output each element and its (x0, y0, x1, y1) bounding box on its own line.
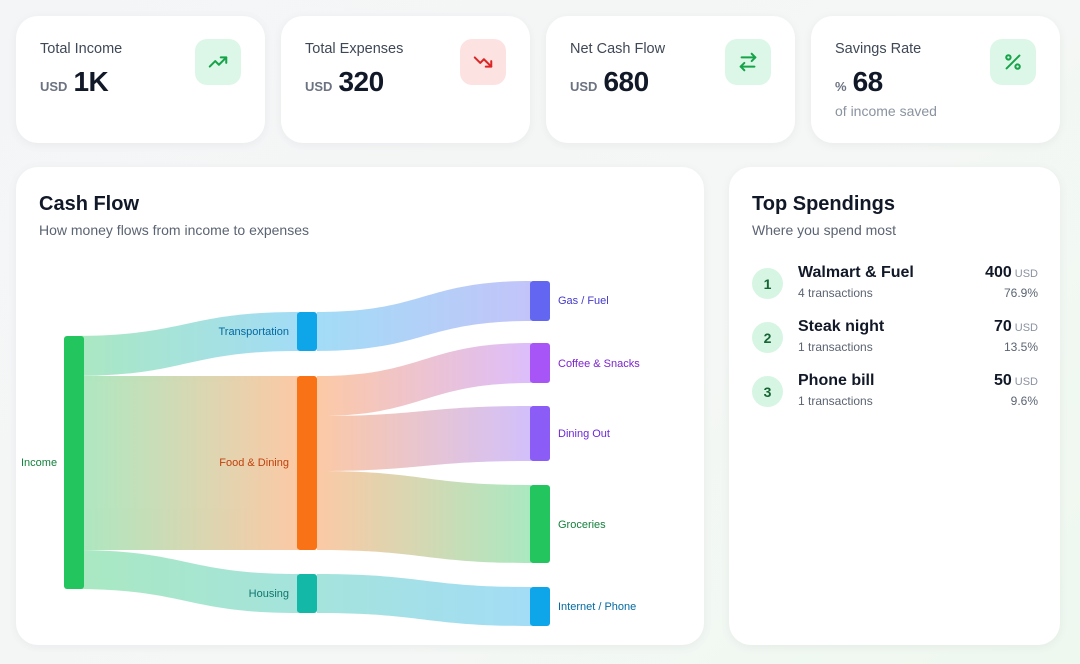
amount-unit: USD (1014, 376, 1038, 388)
stat-unit: USD (570, 79, 598, 94)
stat-number: 320 (338, 66, 384, 97)
sankey-node-coffee (530, 343, 550, 383)
spending-amount: 70 USD (994, 318, 1038, 336)
stat-card-total-expenses: Total Expenses USD 320 (281, 16, 530, 143)
sankey-link-income-transportation (74, 312, 298, 376)
top-spendings-title: Top Spendings (752, 193, 895, 215)
sankey-link-food-groceries (317, 471, 531, 563)
spending-transactions: 4 transactions (798, 286, 873, 300)
amount-unit: USD (1014, 268, 1038, 280)
stat-number: 1K (73, 66, 109, 97)
sankey-node-internet (530, 587, 550, 626)
sankey-node-food (297, 376, 317, 550)
sankey-label-housing: Housing (249, 588, 289, 600)
stat-value: USD 320 (305, 66, 384, 98)
top-spendings-panel: Top Spendings Where you spend most 1 Wal… (729, 167, 1060, 645)
sankey-label-groceries: Groceries (558, 519, 606, 531)
spending-item[interactable]: 3 Phone bill 1 transactions 50 USD 9.6% (752, 372, 1038, 412)
sankey-node-income (64, 336, 84, 589)
sankey-node-dining (530, 406, 550, 461)
cash-flow-panel: Cash Flow How money flows from income to… (16, 167, 704, 645)
spending-name: Steak night (798, 318, 885, 335)
rank-badge: 3 (752, 376, 783, 407)
sankey-label-coffee: Coffee & Snacks (558, 358, 640, 370)
sankey-label-food: Food & Dining (219, 457, 289, 469)
spending-percent: 76.9% (1003, 286, 1038, 300)
sankey-link-income-housing (74, 550, 298, 613)
percent-icon (990, 39, 1036, 85)
spending-transactions: 1 transactions (798, 340, 873, 354)
amount-value: 70 (993, 318, 1012, 335)
sankey-diagram: Income Transportation Food & Dining Hous… (21, 281, 640, 626)
sankey-link-housing-internet (317, 574, 531, 626)
spending-amount: 50 USD (994, 372, 1038, 390)
sankey-link-income-food (74, 376, 298, 550)
spending-percent: 9.6% (1010, 394, 1038, 408)
arrows-exchange-icon (725, 39, 771, 85)
stat-label: Total Expenses (305, 41, 404, 57)
sankey-label-internet: Internet / Phone (558, 601, 636, 613)
stat-unit: USD (305, 79, 333, 94)
sankey-node-housing (297, 574, 317, 613)
sankey-label-gas: Gas / Fuel (558, 295, 609, 307)
sankey-label-transportation: Transportation (218, 326, 289, 338)
stat-subtext: of income saved (835, 103, 937, 119)
stat-card-savings-rate: Savings Rate % 68 of income saved (811, 16, 1060, 143)
amount-unit: USD (1014, 322, 1038, 334)
rank-badge: 2 (752, 322, 783, 353)
cash-flow-title: Cash Flow (39, 193, 140, 215)
stat-label: Savings Rate (835, 41, 922, 57)
stat-number: 68 (852, 66, 884, 97)
amount-value: 400 (985, 264, 1012, 281)
sankey-link-transportation-gas (317, 281, 531, 351)
stat-unit: % (835, 79, 847, 94)
spending-name: Walmart & Fuel (798, 264, 914, 281)
spending-item[interactable]: 1 Walmart & Fuel 4 transactions 400 USD 7… (752, 264, 1038, 304)
sankey-node-gas (530, 281, 550, 321)
stat-card-total-income: Total Income USD 1K (16, 16, 265, 143)
sankey-label-dining: Dining Out (558, 428, 610, 440)
sankey-link-food-dining (317, 406, 531, 471)
spending-transactions: 1 transactions (798, 394, 873, 408)
stat-label: Total Income (40, 41, 123, 57)
spending-name: Phone bill (798, 372, 875, 389)
top-spendings-subtitle: Where you spend most (752, 222, 896, 238)
sankey-label-income: Income (21, 457, 57, 469)
stat-label: Net Cash Flow (570, 41, 666, 57)
sankey-node-transportation (297, 312, 317, 351)
stat-value: USD 1K (40, 66, 109, 98)
amount-value: 50 (993, 372, 1012, 389)
cash-flow-subtitle: How money flows from income to expenses (39, 222, 309, 238)
stat-card-net-cash-flow: Net Cash Flow USD 680 (546, 16, 795, 143)
trending-down-icon (460, 39, 506, 85)
rank-badge: 1 (752, 268, 783, 299)
stat-number: 680 (603, 66, 649, 97)
stat-value: % 68 (835, 66, 883, 98)
trending-up-icon (195, 39, 241, 85)
stat-unit: USD (40, 79, 68, 94)
sankey-link-food-coffee (317, 343, 531, 416)
spending-item[interactable]: 2 Steak night 1 transactions 70 USD 13.5% (752, 318, 1038, 358)
spending-percent: 13.5% (1003, 340, 1038, 354)
stat-value: USD 680 (570, 66, 649, 98)
spending-amount: 400 USD (985, 264, 1038, 282)
sankey-node-groceries (530, 485, 550, 563)
